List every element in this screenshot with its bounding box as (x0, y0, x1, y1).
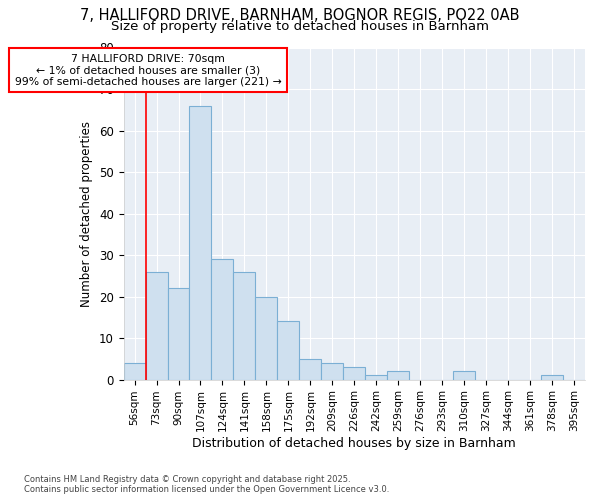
X-axis label: Distribution of detached houses by size in Barnham: Distribution of detached houses by size … (193, 437, 516, 450)
Bar (322, 363, 343, 380)
Text: 7, HALLIFORD DRIVE, BARNHAM, BOGNOR REGIS, PO22 0AB: 7, HALLIFORD DRIVE, BARNHAM, BOGNOR REGI… (80, 8, 520, 22)
Bar (343, 367, 365, 380)
Bar (167, 288, 190, 380)
Bar (146, 272, 167, 380)
Bar (387, 372, 409, 380)
Text: Contains HM Land Registry data © Crown copyright and database right 2025.
Contai: Contains HM Land Registry data © Crown c… (24, 474, 389, 494)
Bar (233, 272, 256, 380)
Bar (453, 372, 475, 380)
Text: 7 HALLIFORD DRIVE: 70sqm
← 1% of detached houses are smaller (3)
99% of semi-det: 7 HALLIFORD DRIVE: 70sqm ← 1% of detache… (15, 54, 281, 87)
Bar (277, 322, 299, 380)
Bar (256, 296, 277, 380)
Y-axis label: Number of detached properties: Number of detached properties (80, 120, 94, 306)
Bar (190, 106, 211, 380)
Text: Size of property relative to detached houses in Barnham: Size of property relative to detached ho… (111, 20, 489, 33)
Bar (365, 376, 387, 380)
Bar (124, 363, 146, 380)
Bar (299, 359, 322, 380)
Bar (541, 376, 563, 380)
Bar (211, 259, 233, 380)
